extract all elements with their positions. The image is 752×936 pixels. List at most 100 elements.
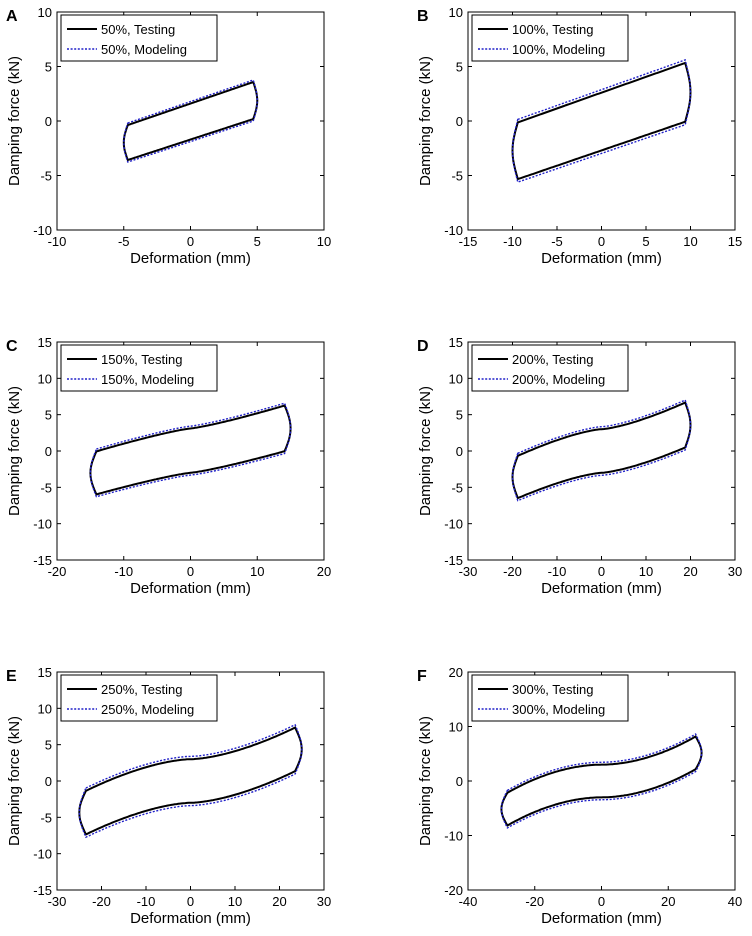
- panel-letter-f: F: [417, 668, 427, 685]
- x-tick-label-a-1: -5: [118, 234, 130, 249]
- x-tick-label-e-5: 20: [272, 894, 286, 909]
- y-axis-title-a: Damping force (kN): [6, 56, 23, 186]
- y-axis-title-d: Damping force (kN): [417, 386, 434, 516]
- x-tick-label-a-3: 5: [254, 234, 261, 249]
- y-tick-label-c-1: -10: [33, 517, 52, 532]
- series-line-c-modeling: [89, 402, 292, 498]
- panel-letter-c: C: [6, 338, 18, 355]
- legend-label-f-testing: 300%, Testing: [512, 682, 593, 697]
- curves-d: [511, 399, 692, 502]
- y-tick-label-a-0: -10: [33, 223, 52, 238]
- x-tick-label-b-6: 15: [728, 234, 742, 249]
- y-axis-title-b: Damping force (kN): [417, 56, 434, 186]
- x-axis-title-b: Deformation (mm): [541, 250, 662, 267]
- legend-label-c-testing: 150%, Testing: [101, 352, 182, 367]
- series-line-b-testing: [511, 61, 692, 181]
- y-tick-label-f-0: -20: [444, 883, 463, 898]
- series-line-b-modeling: [511, 58, 692, 184]
- chart-panel-d: D -30 -20 -10 0 10 20 30 -15 -10 -5 0 5 10 15 Deformati…: [417, 335, 742, 597]
- legend-box-f: [471, 674, 629, 722]
- y-tick-label-e-4: 5: [45, 738, 52, 753]
- x-tick-label-c-0: -20: [48, 564, 67, 579]
- y-tick-label-d-1: -10: [444, 517, 463, 532]
- legend-b: 100%, Testing 100%, Modeling: [471, 14, 629, 62]
- y-tick-label-c-3: 0: [45, 444, 52, 459]
- y-tick-label-c-5: 10: [38, 371, 52, 386]
- y-tick-label-d-4: 5: [456, 408, 463, 423]
- y-tick-label-e-2: -5: [40, 810, 52, 825]
- chart-panel-a: A -10 -5 0 5 10 -10 -5 0 5 10 Deformation (mm) Dampi…: [6, 5, 331, 267]
- y-tick-label-c-4: 5: [45, 408, 52, 423]
- x-tick-label-b-5: 10: [683, 234, 697, 249]
- y-tick-label-b-1: -5: [451, 169, 463, 184]
- x-tick-label-b-1: -10: [503, 234, 522, 249]
- y-tick-label-f-3: 10: [449, 720, 463, 735]
- x-tick-label-a-2: 0: [187, 234, 194, 249]
- legend-e: 250%, Testing 250%, Modeling: [60, 674, 218, 722]
- y-tick-label-e-5: 10: [38, 701, 52, 716]
- x-tick-label-f-4: 40: [728, 894, 742, 909]
- legend-label-a-modeling: 50%, Modeling: [101, 42, 187, 57]
- x-tick-label-e-1: -20: [92, 894, 111, 909]
- y-tick-label-c-2: -5: [40, 480, 52, 495]
- y-tick-label-b-4: 10: [449, 5, 463, 20]
- x-tick-label-c-4: 20: [317, 564, 331, 579]
- x-tick-label-f-1: -20: [525, 894, 544, 909]
- y-tick-label-d-0: -15: [444, 553, 463, 568]
- x-tick-label-f-0: -40: [459, 894, 478, 909]
- x-tick-label-e-3: 0: [187, 894, 194, 909]
- x-tick-label-a-0: -10: [48, 234, 67, 249]
- y-tick-label-c-0: -15: [33, 553, 52, 568]
- curves-f: [500, 733, 703, 829]
- legend-label-f-modeling: 300%, Modeling: [512, 702, 605, 717]
- series-line-d-modeling: [511, 399, 692, 502]
- x-tick-label-c-2: 0: [187, 564, 194, 579]
- series-line-e-modeling: [78, 723, 303, 839]
- y-axis-title-f: Damping force (kN): [417, 716, 434, 846]
- series-line-d-testing: [511, 401, 692, 500]
- legend-label-a-testing: 50%, Testing: [101, 22, 175, 37]
- x-tick-label-d-5: 20: [683, 564, 697, 579]
- legend-box-e: [60, 674, 218, 722]
- legend-a: 50%, Testing 50%, Modeling: [60, 14, 218, 62]
- legend-d: 200%, Testing 200%, Modeling: [471, 344, 629, 392]
- y-tick-label-d-3: 0: [456, 444, 463, 459]
- panel-letter-a: A: [6, 8, 18, 25]
- legend-label-c-modeling: 150%, Modeling: [101, 372, 194, 387]
- legend-box-c: [60, 344, 218, 392]
- x-tick-label-d-2: -10: [548, 564, 567, 579]
- series-line-f-testing: [500, 735, 703, 827]
- x-axis-title-d: Deformation (mm): [541, 580, 662, 597]
- curves-a: [122, 79, 259, 163]
- x-axis-title-c: Deformation (mm): [130, 580, 251, 597]
- y-tick-label-d-5: 10: [449, 371, 463, 386]
- x-axis-title-f: Deformation (mm): [541, 910, 662, 927]
- y-tick-label-a-2: 0: [45, 114, 52, 129]
- y-tick-label-a-3: 5: [45, 60, 52, 75]
- legend-c: 150%, Testing 150%, Modeling: [60, 344, 218, 392]
- x-tick-label-c-3: 10: [250, 564, 264, 579]
- x-tick-label-c-1: -10: [114, 564, 133, 579]
- x-tick-label-d-3: 0: [598, 564, 605, 579]
- x-tick-label-a-4: 10: [317, 234, 331, 249]
- legend-label-e-modeling: 250%, Modeling: [101, 702, 194, 717]
- x-tick-label-b-2: -5: [551, 234, 563, 249]
- y-tick-label-b-0: -10: [444, 223, 463, 238]
- x-tick-label-d-0: -30: [459, 564, 478, 579]
- legend-box-a: [60, 14, 218, 62]
- panel-letter-e: E: [6, 668, 17, 685]
- y-tick-label-f-1: -10: [444, 829, 463, 844]
- x-tick-label-d-1: -20: [503, 564, 522, 579]
- panel-letter-d: D: [417, 338, 429, 355]
- y-axis-title-e: Damping force (kN): [6, 716, 23, 846]
- y-tick-label-b-3: 5: [456, 60, 463, 75]
- x-axis-title-a: Deformation (mm): [130, 250, 251, 267]
- y-axis-title-c: Damping force (kN): [6, 386, 23, 516]
- y-tick-label-f-4: 20: [449, 665, 463, 680]
- x-axis-title-e: Deformation (mm): [130, 910, 251, 927]
- x-tick-label-e-6: 30: [317, 894, 331, 909]
- legend-box-b: [471, 14, 629, 62]
